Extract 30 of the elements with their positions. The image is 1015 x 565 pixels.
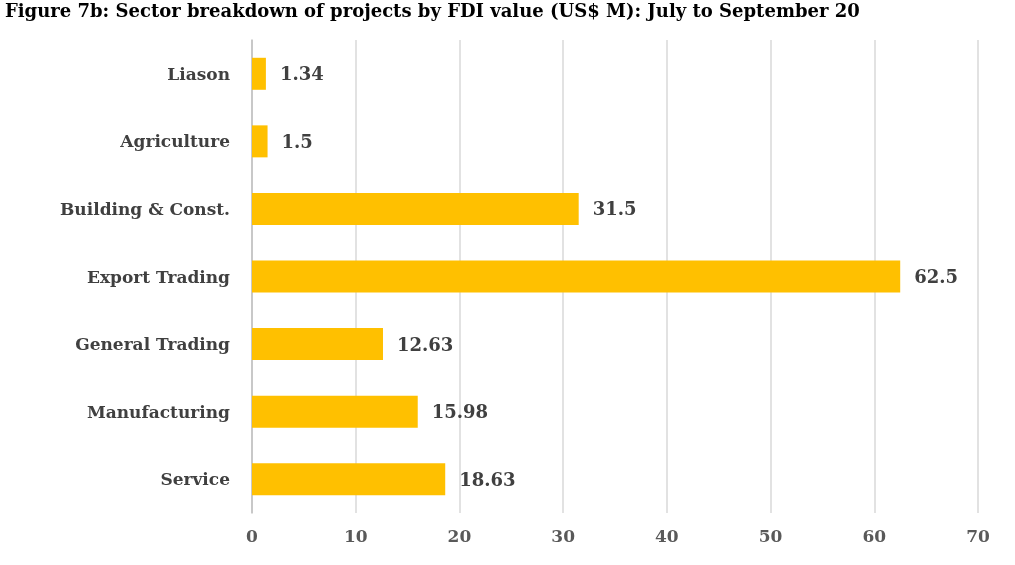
x-tick-label: 40 — [655, 525, 679, 546]
y-tick-label: Agriculture — [119, 131, 231, 152]
x-tick-label: 20 — [447, 525, 472, 546]
x-tick-label: 10 — [343, 525, 368, 546]
x-tick-label: 0 — [246, 525, 259, 546]
y-tick-label: General Trading — [75, 334, 231, 355]
data-label: 31.5 — [592, 198, 637, 220]
data-label: 1.34 — [279, 63, 324, 85]
bar — [252, 395, 418, 428]
data-label: 62.5 — [914, 266, 959, 287]
x-tick-label: 60 — [862, 525, 887, 546]
bar — [252, 192, 579, 225]
y-tick-label: Export Trading — [86, 266, 231, 287]
x-tick-label: 50 — [758, 525, 783, 546]
bar — [252, 328, 383, 361]
x-tick-label: 30 — [551, 525, 576, 546]
y-tick-label: Liason — [167, 63, 230, 84]
y-tick-label: Manufacturing — [86, 401, 231, 422]
x-tick-label: 70 — [966, 525, 990, 546]
data-label: 1.5 — [281, 130, 313, 152]
data-label: 15.98 — [431, 401, 489, 423]
bar — [252, 463, 446, 496]
data-label: 12.63 — [396, 333, 454, 355]
y-tick-label: Service — [160, 469, 231, 490]
bar — [252, 125, 268, 158]
data-label: 18.63 — [459, 468, 516, 490]
bar — [252, 260, 901, 293]
chart-title: Figure 7b: Sector breakdown of projects by FDI value (US$ M): July to September 20 — [5, 0, 860, 21]
y-tick-label: Building & Const. — [60, 198, 230, 219]
bar — [252, 57, 266, 90]
